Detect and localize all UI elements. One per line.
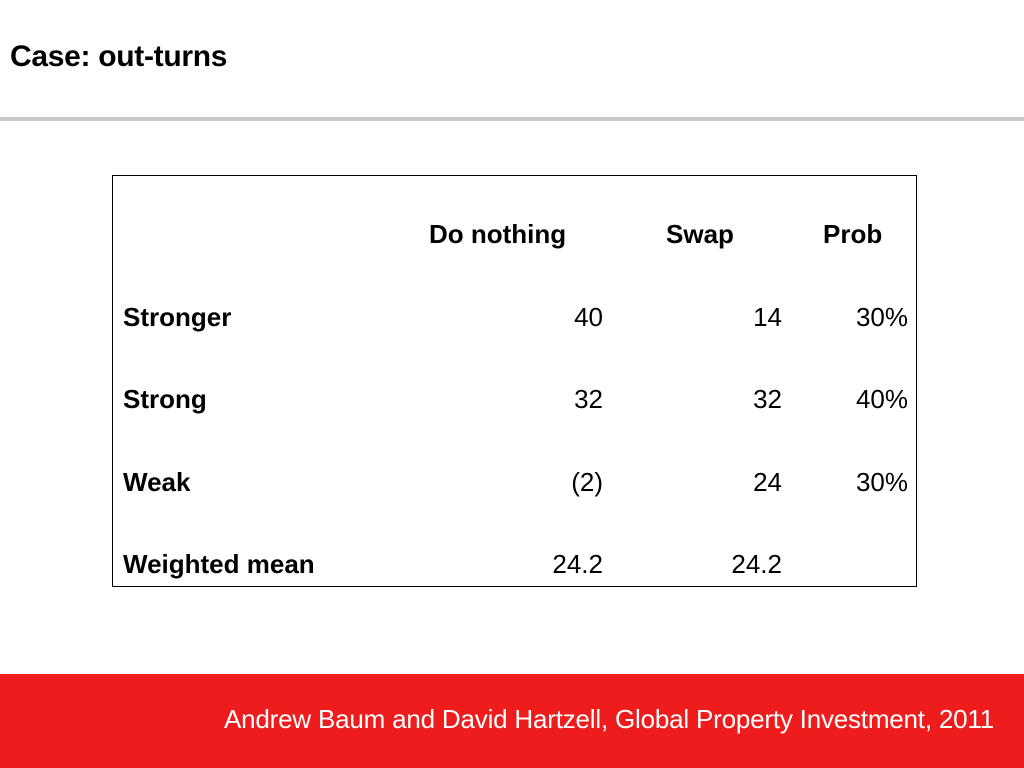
cell-weak-do-nothing: (2): [571, 467, 603, 497]
cell-stronger-swap: 14: [753, 302, 782, 332]
row-label-strong: Strong: [123, 384, 207, 414]
footer-bar: Andrew Baum and David Hartzell, Global P…: [0, 674, 1024, 768]
page-title: Case: out-turns: [10, 40, 228, 73]
cell-weak-swap: 24: [753, 467, 782, 497]
row-label-stronger: Stronger: [123, 302, 232, 332]
cell-weighted-mean-swap: 24.2: [731, 549, 782, 579]
cell-strong-swap: 32: [753, 384, 782, 414]
cell-stronger-prob: 30%: [855, 302, 908, 332]
header-do-nothing: Do nothing: [429, 219, 567, 249]
cell-stronger-do-nothing: 40: [574, 302, 603, 332]
cell-strong-do-nothing: 32: [574, 384, 603, 414]
footer-citation: Andrew Baum and David Hartzell, Global P…: [224, 704, 994, 734]
title-divider: [0, 117, 1024, 121]
row-label-weak: Weak: [123, 467, 191, 497]
row-label-weighted-mean: Weighted mean: [123, 549, 315, 579]
outturn-table: Do nothing Swap Prob Stronger 40 14 30% …: [112, 175, 917, 587]
cell-weak-prob: 30%: [855, 467, 908, 497]
header-prob: Prob: [823, 219, 883, 249]
cell-weighted-mean-do-nothing: 24.2: [552, 549, 603, 579]
cell-strong-prob: 40%: [855, 384, 908, 414]
header-swap: Swap: [666, 219, 734, 249]
